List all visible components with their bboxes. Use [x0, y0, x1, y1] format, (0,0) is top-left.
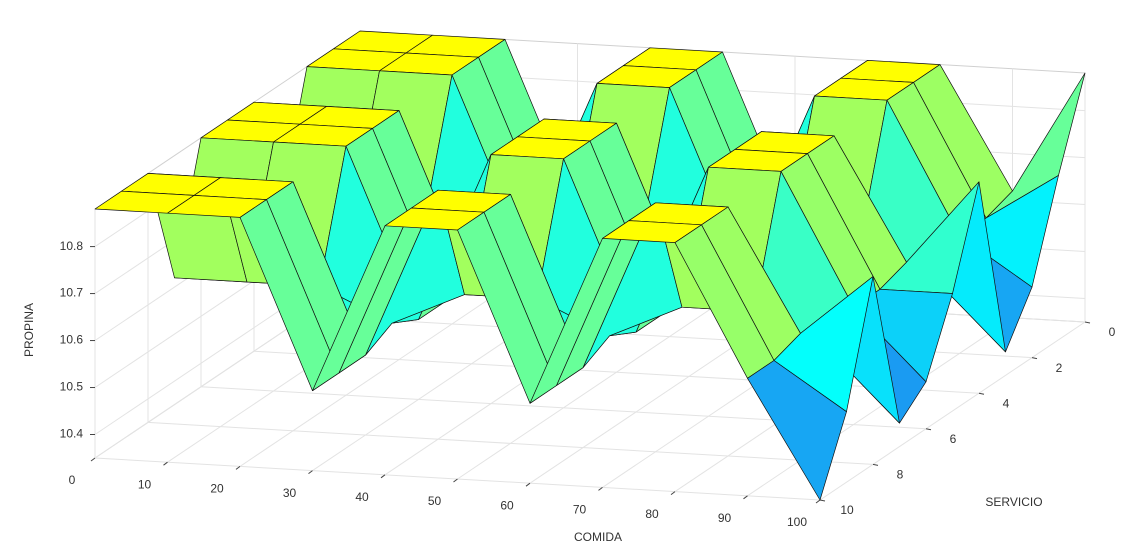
y-axis-label: SERVICIO — [985, 495, 1042, 509]
x-tick-label: 10 — [138, 477, 152, 491]
x-tick — [815, 499, 821, 504]
y-tick-label: 6 — [950, 432, 957, 446]
z-axis-label: PROPINA — [22, 303, 36, 357]
surface-face — [747, 360, 847, 501]
x-tick-label: 100 — [787, 515, 807, 529]
y-tick — [819, 499, 826, 502]
x-tick — [453, 478, 458, 483]
y-tick — [978, 392, 985, 395]
z-tick-label: 10.7 — [60, 286, 84, 300]
x-axis-label: COMIDA — [574, 530, 622, 544]
y-tick-label: 0 — [1109, 325, 1116, 339]
z-tick-label: 10.5 — [60, 380, 84, 394]
x-tick — [235, 465, 241, 470]
x-tick — [163, 461, 168, 466]
x-tick-label: 40 — [355, 490, 369, 504]
x-tick — [90, 457, 96, 462]
y-tick — [925, 428, 932, 431]
x-tick-label: 0 — [69, 473, 76, 487]
grid-line — [147, 173, 874, 465]
y-tick-label: 2 — [1056, 361, 1063, 375]
x-tick-label: 70 — [573, 503, 587, 517]
x-tick — [743, 495, 748, 500]
y-tick-label: 8 — [897, 468, 904, 482]
surface — [94, 30, 1086, 501]
x-tick — [525, 482, 531, 487]
x-tick-label: 20 — [210, 482, 224, 496]
x-tick — [380, 474, 386, 479]
z-tick-label: 10.6 — [60, 333, 84, 347]
y-tick-label: 4 — [1003, 396, 1010, 410]
x-tick-label: 80 — [645, 507, 659, 521]
z-tick-label: 10.8 — [60, 239, 84, 253]
y-tick — [1031, 357, 1038, 360]
x-tick-label: 90 — [718, 511, 732, 525]
x-tick-label: 30 — [283, 486, 297, 500]
x-tick-label: 60 — [500, 498, 514, 512]
z-tick-label: 10.4 — [60, 427, 84, 441]
y-tick-label: 10 — [840, 503, 854, 517]
x-tick-label: 50 — [428, 494, 442, 508]
y-tick — [872, 463, 879, 466]
y-tick — [1084, 321, 1091, 324]
x-tick — [598, 486, 603, 491]
x-tick — [308, 470, 313, 475]
x-tick — [670, 491, 676, 496]
